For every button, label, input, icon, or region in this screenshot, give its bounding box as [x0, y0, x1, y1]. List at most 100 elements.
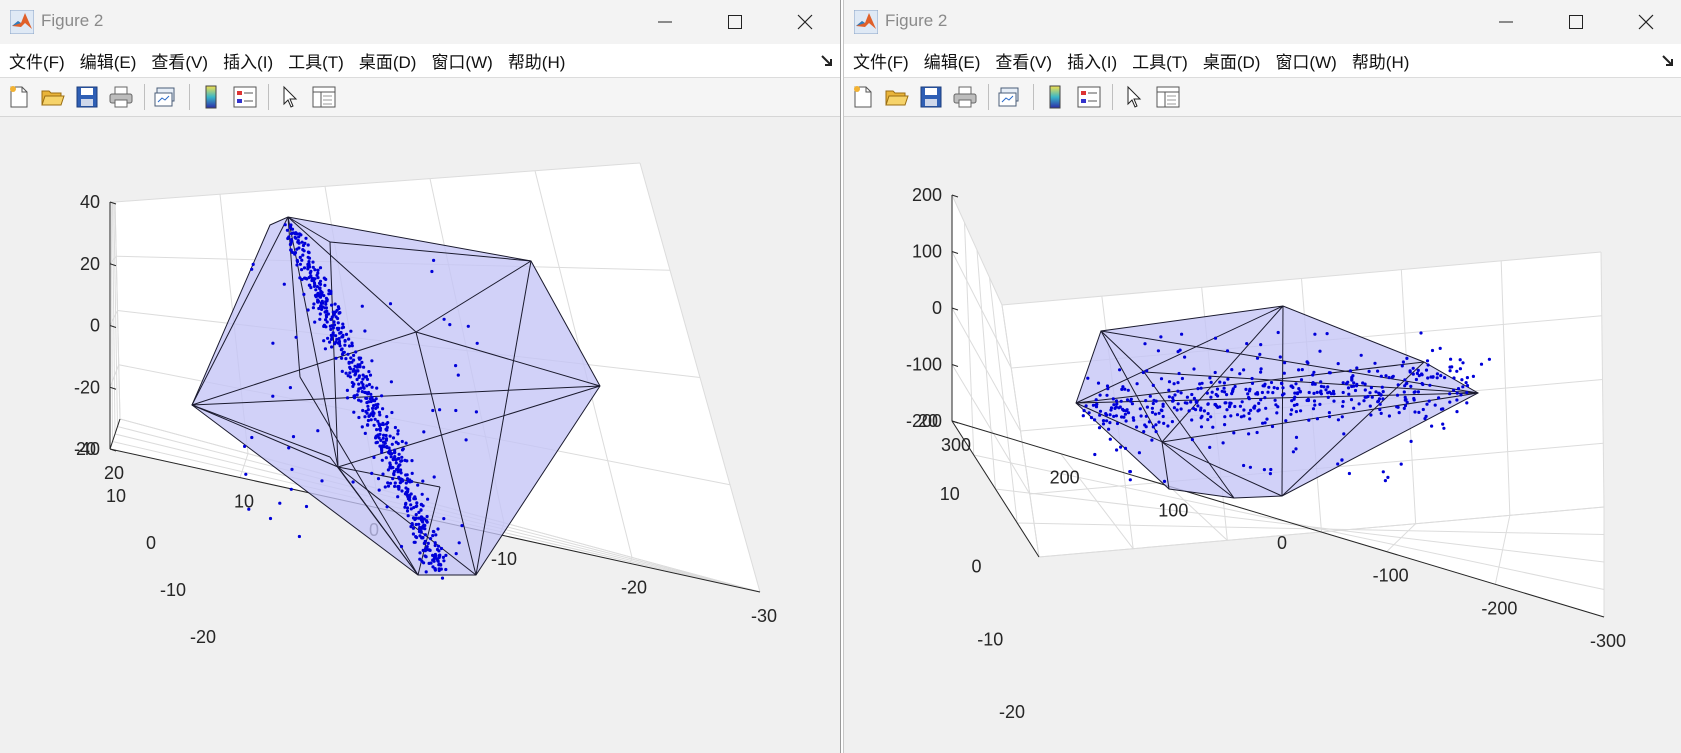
z-tick-label: -40 — [74, 439, 100, 459]
data-point — [1412, 390, 1416, 394]
data-point — [1260, 390, 1264, 395]
new-figure-button[interactable] — [848, 82, 878, 112]
data-point — [425, 520, 429, 524]
data-point — [368, 373, 373, 377]
close-button[interactable] — [770, 0, 840, 44]
data-point — [352, 396, 357, 400]
pointer-icon — [283, 85, 298, 108]
legend-icon — [233, 86, 257, 108]
print-button[interactable] — [106, 82, 136, 112]
hull-edge — [415, 331, 477, 576]
data-point — [338, 311, 342, 315]
menu-edit[interactable]: 编辑(E) — [923, 53, 981, 72]
menu-bar: 文件(F) 编辑(E) 查看(V) 插入(I) 工具(T) 桌面(D) 窗口(W… — [0, 44, 840, 78]
data-point — [442, 517, 446, 521]
data-point — [332, 313, 336, 317]
minimize-button[interactable] — [630, 0, 700, 44]
menu-window[interactable]: 窗口(W) — [1275, 53, 1337, 72]
maximize-button[interactable] — [700, 0, 770, 44]
link-plot-button[interactable] — [151, 82, 181, 112]
legend-button[interactable] — [230, 82, 260, 112]
data-point — [423, 533, 427, 537]
menu-desktop[interactable]: 桌面(D) — [1202, 53, 1261, 72]
data-point — [1311, 373, 1315, 377]
hull-edge — [1100, 330, 1145, 373]
data-point — [1248, 417, 1252, 421]
title-bar[interactable]: Figure 2 — [0, 0, 840, 44]
menu-insert[interactable]: 插入(I) — [1067, 53, 1118, 72]
dock-arrow-icon[interactable] — [1661, 54, 1675, 68]
data-point — [377, 436, 381, 440]
open-file-button[interactable] — [882, 82, 912, 112]
data-point — [1123, 446, 1128, 450]
data-point — [405, 477, 410, 481]
data-point — [396, 467, 400, 471]
data-point — [350, 341, 354, 345]
save-button[interactable] — [72, 82, 102, 112]
data-point — [1411, 366, 1415, 370]
data-point — [1341, 381, 1345, 385]
data-point — [1238, 404, 1242, 408]
menu-desktop[interactable]: 桌面(D) — [358, 53, 417, 72]
legend-button[interactable] — [1074, 82, 1104, 112]
data-point — [396, 495, 400, 499]
menu-tools[interactable]: 工具(T) — [288, 53, 344, 72]
data-point — [1115, 402, 1119, 406]
menu-file[interactable]: 文件(F) — [853, 53, 909, 72]
property-inspector-button[interactable] — [1153, 82, 1183, 112]
menu-file[interactable]: 文件(F) — [9, 53, 65, 72]
print-icon — [953, 86, 977, 108]
title-bar[interactable]: Figure 2 — [844, 0, 1681, 44]
pointer-button[interactable] — [1119, 82, 1149, 112]
dock-arrow-icon[interactable] — [820, 54, 834, 68]
open-file-button[interactable] — [38, 82, 68, 112]
menu-help[interactable]: 帮助(H) — [507, 53, 566, 72]
menu-view[interactable]: 查看(V) — [995, 53, 1053, 72]
pointer-button[interactable] — [275, 82, 305, 112]
data-point — [393, 425, 397, 430]
menu-view[interactable]: 查看(V) — [151, 53, 209, 72]
hull-edge — [329, 241, 339, 468]
axes-3d[interactable]: 2001000-100-200-20-10010203002001000-100… — [844, 117, 1680, 752]
y-tick-label: 10 — [940, 484, 960, 504]
toolbar-separator — [189, 84, 190, 110]
menu-window[interactable]: 窗口(W) — [431, 53, 493, 72]
data-point — [297, 235, 301, 239]
minimize-button[interactable] — [1471, 0, 1541, 44]
data-point — [1295, 391, 1300, 395]
menu-insert[interactable]: 插入(I) — [223, 53, 274, 72]
menu-edit[interactable]: 编辑(E) — [79, 53, 137, 72]
data-point — [367, 382, 372, 387]
menu-help[interactable]: 帮助(H) — [1351, 53, 1410, 72]
menu-tools[interactable]: 工具(T) — [1132, 53, 1188, 72]
colorbar-button[interactable] — [196, 82, 226, 112]
data-point — [307, 262, 311, 267]
data-point — [304, 236, 308, 240]
data-point — [1162, 479, 1167, 483]
data-point — [1259, 370, 1263, 374]
data-point — [1369, 386, 1373, 390]
data-point — [386, 481, 390, 485]
data-point — [1362, 399, 1366, 403]
close-button[interactable] — [1611, 0, 1681, 44]
property-inspector-button[interactable] — [309, 82, 339, 112]
data-point — [1128, 470, 1132, 474]
link-plot-button[interactable] — [995, 82, 1025, 112]
data-point — [1290, 408, 1294, 412]
print-button[interactable] — [950, 82, 980, 112]
data-point — [1452, 376, 1456, 380]
colorbar-button[interactable] — [1040, 82, 1070, 112]
data-point — [317, 281, 322, 285]
data-point — [343, 339, 347, 343]
data-point — [1248, 465, 1252, 469]
data-point — [1376, 369, 1380, 373]
data-point — [428, 548, 432, 552]
save-button[interactable] — [916, 82, 946, 112]
maximize-button[interactable] — [1541, 0, 1611, 44]
new-figure-button[interactable] — [4, 82, 34, 112]
data-point — [1108, 421, 1112, 425]
data-point — [415, 501, 419, 505]
data-point — [1248, 387, 1252, 391]
data-point — [1159, 335, 1163, 339]
